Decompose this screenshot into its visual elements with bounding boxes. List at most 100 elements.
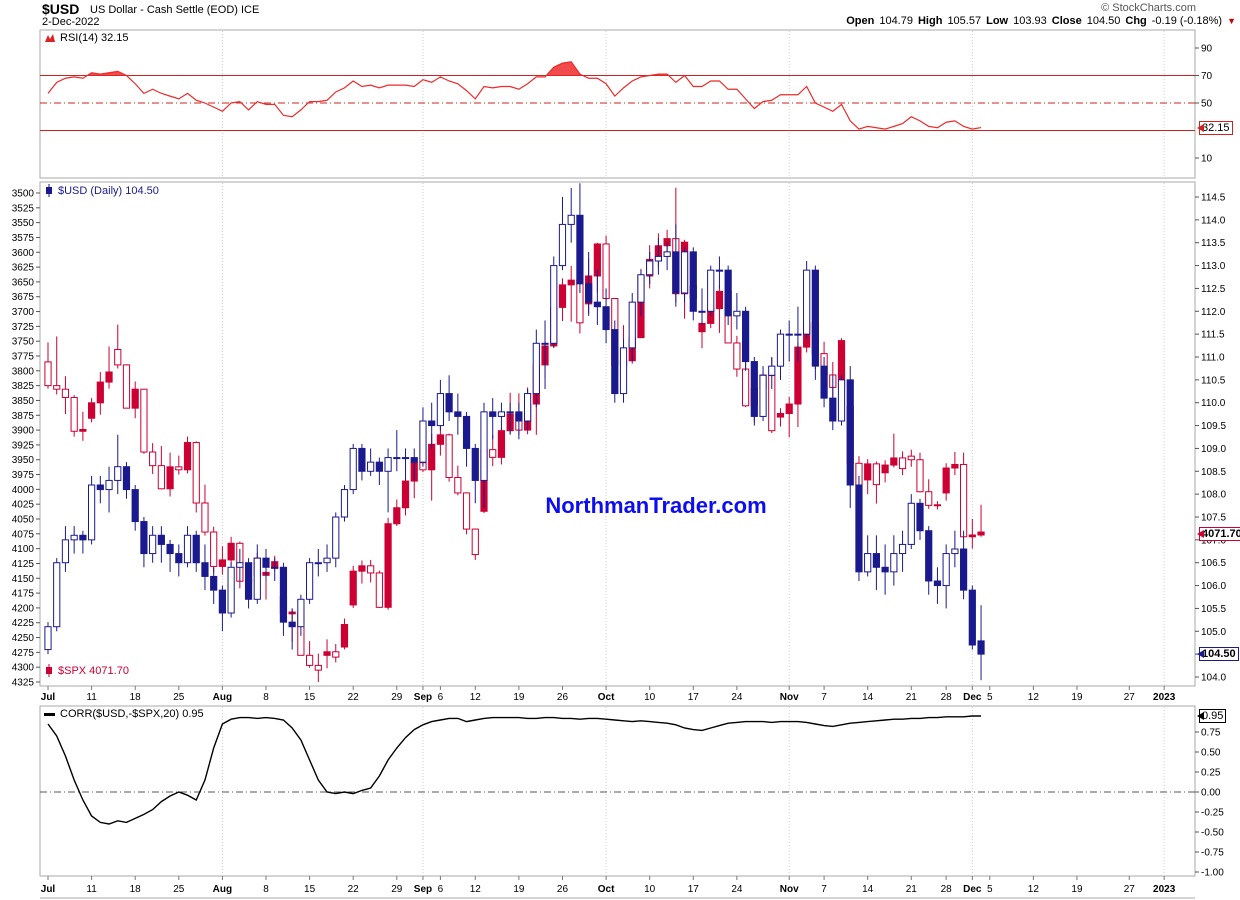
svg-text:19: 19	[1071, 884, 1083, 895]
svg-text:10: 10	[644, 884, 656, 895]
svg-text:27: 27	[1124, 692, 1136, 703]
svg-text:113.5: 113.5	[1201, 238, 1226, 249]
svg-text:14: 14	[862, 884, 874, 895]
rsi-mountain-icon	[44, 33, 56, 43]
svg-text:Sep: Sep	[414, 692, 432, 703]
svg-text:8: 8	[263, 692, 269, 703]
svg-text:113.0: 113.0	[1201, 261, 1226, 272]
svg-text:109.5: 109.5	[1201, 421, 1226, 432]
high-label: High	[917, 15, 943, 27]
svg-text:10: 10	[1201, 154, 1213, 165]
svg-text:4000: 4000	[12, 485, 35, 496]
svg-text:3625: 3625	[12, 263, 35, 274]
open-value: 104.79	[879, 15, 913, 27]
svg-text:3850: 3850	[12, 396, 35, 407]
open-label: Open	[846, 15, 875, 27]
svg-text:8: 8	[263, 884, 269, 895]
svg-text:4300: 4300	[12, 663, 35, 674]
svg-text:21: 21	[906, 692, 918, 703]
svg-text:3875: 3875	[12, 411, 35, 422]
svg-text:19: 19	[513, 884, 525, 895]
svg-text:12: 12	[470, 692, 482, 703]
chg-label: Chg	[1125, 15, 1147, 27]
svg-text:4275: 4275	[12, 648, 35, 659]
svg-text:105.0: 105.0	[1201, 627, 1226, 638]
svg-text:Dec: Dec	[963, 884, 982, 895]
svg-text:105.5: 105.5	[1201, 604, 1226, 615]
svg-text:4150: 4150	[12, 574, 35, 585]
usd-legend-text: $USD (Daily) 104.50	[58, 184, 159, 197]
rsi-legend: RSI(14) 32.15	[44, 32, 128, 44]
svg-text:11: 11	[86, 692, 97, 703]
candlestick-icon	[44, 664, 54, 677]
svg-text:7: 7	[821, 884, 827, 895]
svg-text:Aug: Aug	[213, 884, 232, 895]
svg-text:106.5: 106.5	[1201, 558, 1226, 569]
svg-text:Jul: Jul	[41, 884, 56, 895]
svg-text:3900: 3900	[12, 426, 35, 437]
svg-text:15: 15	[304, 884, 316, 895]
svg-text:-0.75: -0.75	[1201, 848, 1224, 859]
svg-text:4075: 4075	[12, 529, 35, 540]
svg-text:27: 27	[1124, 884, 1136, 895]
svg-text:-0.50: -0.50	[1201, 828, 1224, 839]
svg-text:4125: 4125	[12, 559, 35, 570]
svg-text:18: 18	[130, 884, 142, 895]
svg-text:111.0: 111.0	[1201, 353, 1225, 364]
svg-text:4175: 4175	[12, 589, 35, 600]
svg-text:Oct: Oct	[598, 884, 615, 895]
svg-text:2023: 2023	[1153, 884, 1176, 895]
svg-text:3650: 3650	[12, 277, 35, 288]
svg-text:5: 5	[987, 884, 993, 895]
svg-text:3500: 3500	[12, 189, 35, 200]
symbol-title: $USD	[42, 1, 80, 17]
svg-text:6: 6	[438, 692, 444, 703]
svg-text:3975: 3975	[12, 470, 35, 481]
svg-text:114.0: 114.0	[1201, 215, 1226, 226]
svg-text:5: 5	[987, 692, 993, 703]
spx-value-tag: 4071.70	[1197, 527, 1240, 541]
svg-text:108.5: 108.5	[1201, 467, 1226, 478]
svg-text:3950: 3950	[12, 455, 35, 466]
svg-text:12: 12	[470, 884, 482, 895]
quote-bar: Open 104.79 High 105.57 Low 103.93 Close…	[846, 15, 1236, 27]
svg-text:19: 19	[1071, 692, 1083, 703]
low-label: Low	[986, 15, 1009, 27]
svg-text:107.5: 107.5	[1201, 513, 1226, 524]
svg-text:Oct: Oct	[598, 692, 615, 703]
svg-text:3725: 3725	[12, 322, 35, 333]
down-triangle-icon: ▼	[1227, 15, 1236, 26]
svg-text:0.75: 0.75	[1201, 728, 1221, 739]
svg-text:12: 12	[1028, 884, 1040, 895]
watermark: NorthmanTrader.com	[545, 493, 767, 518]
svg-text:29: 29	[391, 692, 403, 703]
svg-text:Dec: Dec	[963, 692, 982, 703]
svg-text:4200: 4200	[12, 603, 35, 614]
svg-text:3550: 3550	[12, 218, 35, 229]
rsi-legend-text: RSI(14) 32.15	[60, 32, 129, 44]
svg-text:17: 17	[688, 884, 700, 895]
close-label: Close	[1051, 15, 1082, 27]
svg-text:Nov: Nov	[780, 884, 799, 895]
svg-text:4050: 4050	[12, 515, 35, 526]
svg-text:110.0: 110.0	[1201, 398, 1226, 409]
svg-text:112.0: 112.0	[1201, 307, 1226, 318]
svg-text:110.5: 110.5	[1201, 375, 1226, 386]
svg-text:22: 22	[348, 692, 360, 703]
symbol-description: US Dollar - Cash Settle (EOD) ICE	[90, 4, 260, 16]
svg-text:3925: 3925	[12, 440, 35, 451]
svg-text:-0.25: -0.25	[1201, 808, 1224, 819]
candlestick-icon	[44, 184, 54, 197]
svg-text:4025: 4025	[12, 500, 35, 511]
svg-text:3525: 3525	[12, 203, 35, 214]
svg-text:114.5: 114.5	[1201, 193, 1226, 204]
high-value: 105.57	[947, 15, 982, 27]
svg-text:3750: 3750	[12, 337, 35, 348]
close-value: 104.50	[1086, 15, 1121, 27]
svg-text:0.00: 0.00	[1201, 788, 1221, 799]
svg-text:22: 22	[348, 884, 360, 895]
svg-text:111.5: 111.5	[1201, 330, 1225, 341]
corr-value-tag: 0.95	[1196, 709, 1227, 723]
svg-text:3600: 3600	[12, 248, 35, 259]
